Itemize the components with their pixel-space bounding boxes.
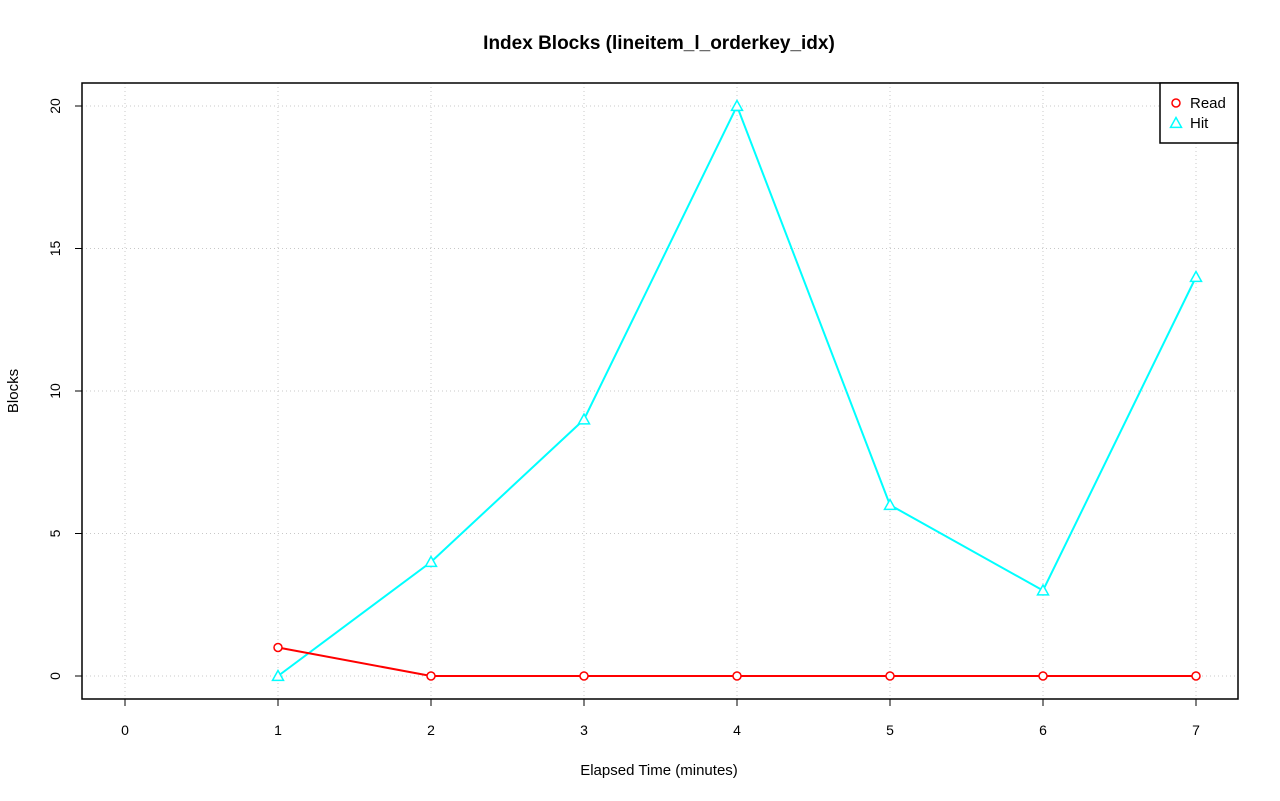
legend-label-read: Read	[1190, 95, 1226, 112]
x-tick-label: 0	[121, 722, 129, 738]
y-tick-label: 15	[47, 241, 63, 257]
x-tick-label: 3	[580, 722, 588, 738]
y-tick-label: 10	[47, 383, 63, 399]
y-axis-label: Blocks	[5, 369, 22, 413]
data-point-hit	[1189, 269, 1203, 283]
data-point-hit	[577, 412, 591, 425]
x-tick-label: 5	[886, 722, 894, 738]
legend-box	[1159, 82, 1239, 144]
data-point-read	[1191, 671, 1201, 681]
y-tick-label: 0	[47, 672, 63, 680]
data-point-hit	[271, 668, 285, 682]
x-tick-label: 1	[274, 722, 282, 738]
x-tick-label: 6	[1039, 722, 1047, 738]
x-axis: 0 1 2 3 4 5 6 7	[121, 699, 1200, 738]
legend-marker-read	[1171, 98, 1181, 108]
grid	[82, 83, 1238, 699]
plot-frame	[81, 82, 1239, 700]
data-point-read	[1038, 671, 1048, 681]
y-tick-label: 5	[47, 529, 63, 537]
data-point-read	[579, 671, 589, 681]
data-point-hit	[424, 554, 438, 568]
x-tick-label: 4	[733, 722, 741, 738]
data-point-hit	[730, 98, 744, 112]
chart-title: Index Blocks (lineitem_l_orderkey_idx)	[483, 33, 835, 54]
x-tick-label: 2	[427, 722, 435, 738]
series-layer	[271, 98, 1203, 682]
legend: Read Hit	[1159, 82, 1239, 144]
y-axis: 0 5 10 15 20	[47, 98, 82, 680]
data-point-read	[732, 671, 742, 681]
x-tick-label: 7	[1192, 722, 1200, 738]
data-point-read	[273, 642, 283, 653]
data-point-hit	[1036, 583, 1050, 596]
data-point-read	[885, 671, 895, 681]
data-point-hit	[883, 497, 897, 511]
y-tick-label: 20	[47, 98, 63, 114]
x-axis-label: Elapsed Time (minutes)	[580, 762, 738, 779]
legend-label-hit: Hit	[1190, 115, 1209, 132]
legend-marker-hit	[1169, 115, 1183, 129]
data-point-read	[426, 671, 436, 681]
